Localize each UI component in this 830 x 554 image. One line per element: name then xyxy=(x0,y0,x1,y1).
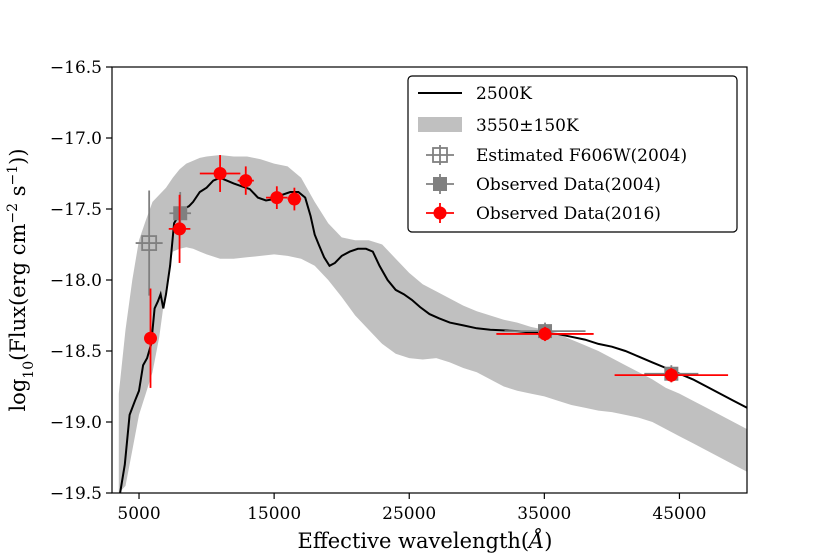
y-tick-label-0: −19.5 xyxy=(50,484,102,504)
legend-label-observed-2016: Observed Data(2016) xyxy=(476,204,661,224)
estimated-f606w-2004-point-0 xyxy=(135,190,163,296)
x-tick-label-1: 15000 xyxy=(247,504,301,524)
observed-2016-point-3 xyxy=(237,166,254,195)
y-axis-label-prefix: log xyxy=(6,379,30,412)
observed-2016-point-2 xyxy=(199,155,241,192)
y-tick-label-1: −19.0 xyxy=(50,413,102,433)
y-tick-label-6: −16.5 xyxy=(50,58,102,78)
observed-2016-point-4 xyxy=(266,186,288,209)
legend-label-observed-2004: Observed Data(2004) xyxy=(476,175,661,195)
x-axis-label-unit: Å xyxy=(526,528,544,553)
observed-2016-marker-4 xyxy=(270,191,284,205)
y-axis-label-mid: (Flux(erg cm xyxy=(6,224,30,361)
legend-label-band: 3550±150K xyxy=(476,116,579,136)
x-axis-label-main: Effective wavelength( xyxy=(298,529,530,553)
x-tick-label-2: 25000 xyxy=(382,504,436,524)
temperature-band-3550k xyxy=(118,155,747,493)
observed-2016-point-1 xyxy=(168,194,191,263)
y-tick-label-3: −18.0 xyxy=(50,271,102,291)
observed-2016-point-7 xyxy=(614,368,729,383)
legend-marker-observed-2004 xyxy=(426,174,454,194)
x-tick-label-0: 5000 xyxy=(117,504,160,524)
observed-2016-point-5 xyxy=(287,187,302,211)
y-axis-label-sub: 10 xyxy=(21,361,37,379)
x-tick-label-3: 35000 xyxy=(517,504,571,524)
y-axis-label-mid2: s xyxy=(6,185,30,202)
legend-frame xyxy=(407,75,738,233)
plot-clipped-group xyxy=(118,155,747,493)
legend-marker-observed-2016 xyxy=(426,203,454,223)
axes: 5000 15000 25000 35000 45000 −19.5 −19.0 −18.5 −… xyxy=(50,58,748,524)
observed-2016-point-0 xyxy=(144,288,158,388)
model-line-2500k xyxy=(119,176,747,493)
legend-label-2500k: 2500K xyxy=(476,84,532,104)
y-tick-label-4: −17.5 xyxy=(50,200,102,220)
y-axis-label-exp2: −1 xyxy=(5,165,21,186)
plot-area xyxy=(118,155,747,493)
observed-2016-marker-3 xyxy=(239,174,253,188)
observed-2016-point-6 xyxy=(496,326,594,342)
y-tick-label-2: −18.5 xyxy=(50,342,102,362)
legend-marker-estimated xyxy=(426,145,454,165)
x-tick-label-4: 45000 xyxy=(652,504,706,524)
observed-2016-marker-5 xyxy=(287,192,301,206)
y-tick-label-5: −17.0 xyxy=(50,129,102,149)
estimated-f606w-2004-marker-0 xyxy=(141,235,158,251)
y-axis-label: log10(Flux(erg cm−2 s−1)) xyxy=(5,148,37,411)
observed-2016-marker-6 xyxy=(538,327,552,341)
legend-swatch-band xyxy=(418,117,462,132)
legend-label-estimated: Estimated F606W(2004) xyxy=(476,146,687,166)
observed-2016-marker-1 xyxy=(173,222,187,236)
y-axis-label-exp1: −2 xyxy=(5,203,21,224)
x-axis-label-close: ) xyxy=(544,529,552,553)
x-axis-label: Effective wavelength(Å) xyxy=(298,528,553,553)
y-axis-label-suffix: )) xyxy=(6,148,30,164)
observed-2016-marker-2 xyxy=(213,167,227,180)
legend: 2500K 3550±150K Estimated F606W(2004) Ob… xyxy=(407,75,738,233)
observed-2016-marker-0 xyxy=(144,331,158,345)
observed-2016-marker-7 xyxy=(664,368,678,382)
